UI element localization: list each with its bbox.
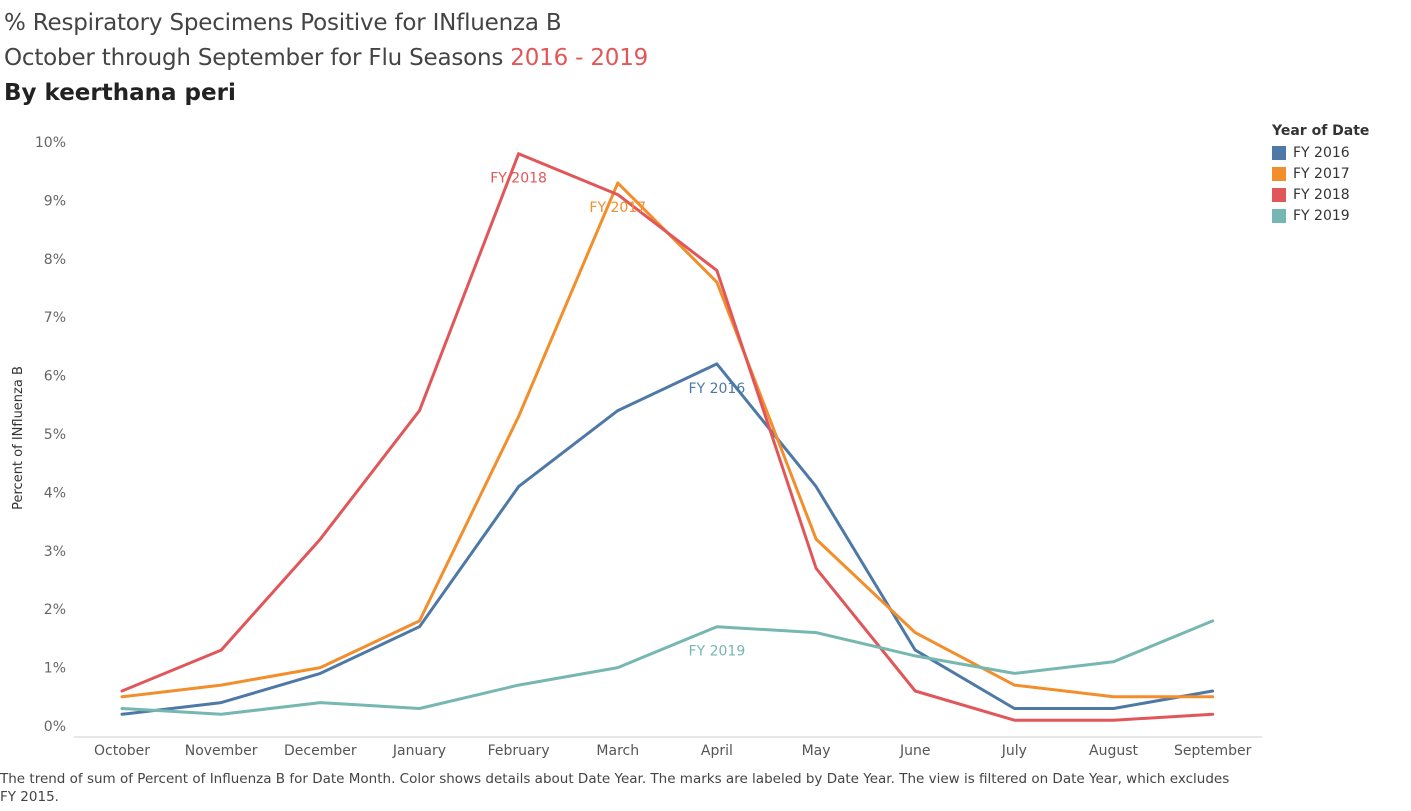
legend-label: FY 2017 xyxy=(1293,165,1350,182)
x-tick-label: February xyxy=(488,743,550,759)
legend-swatch xyxy=(1272,166,1286,181)
series-label-fy-2018: FY 2018 xyxy=(490,171,547,187)
series-label-fy-2017: FY 2017 xyxy=(589,200,646,216)
x-tick-label: September xyxy=(1174,743,1252,759)
x-tick-label: July xyxy=(1001,743,1027,759)
legend-label: FY 2016 xyxy=(1293,144,1350,161)
x-tick-label: November xyxy=(185,743,258,759)
subtitle-prefix: October through September for Flu Season… xyxy=(4,45,511,71)
y-tick-label: 8% xyxy=(44,252,66,268)
y-tick-label: 9% xyxy=(44,193,66,209)
y-tick-label: 5% xyxy=(44,427,66,443)
x-tick-label: October xyxy=(94,743,150,759)
chart-title: % Respiratory Specimens Positive for INf… xyxy=(4,10,562,36)
chart-subtitle: October through September for Flu Season… xyxy=(4,41,648,76)
legend-swatch xyxy=(1272,145,1286,160)
title-block: % Respiratory Specimens Positive for INf… xyxy=(4,6,648,111)
legend-item[interactable]: FY 2019 xyxy=(1272,205,1369,226)
y-tick-label: 10% xyxy=(35,135,66,151)
x-tick-label: May xyxy=(802,743,831,759)
legend: Year of Date FY 2016 FY 2017 FY 2018 FY 201… xyxy=(1272,123,1369,226)
legend-items: FY 2016 FY 2017 FY 2018 FY 2019 xyxy=(1272,142,1369,226)
x-tick-label: August xyxy=(1089,743,1139,759)
series-line-fy-2016 xyxy=(120,362,1215,716)
y-tick-label: 2% xyxy=(44,602,66,618)
line-chart: Percent of INfluenza B 0% 1% 2% 3% 4% 5% 6% 7% 8… xyxy=(11,135,1262,759)
y-tick-label: 1% xyxy=(44,661,66,677)
y-axis-ticks: 0% 1% 2% 3% 4% 5% 6% 7% 8% 9% 10% xyxy=(35,135,66,735)
x-tick-label: January xyxy=(392,743,446,759)
y-tick-label: 7% xyxy=(44,310,66,326)
y-tick-label: 0% xyxy=(44,719,66,735)
series-labels: FY 2016 FY 2017 FY 2018 FY 2019 xyxy=(490,171,745,660)
series-line-fy-2017 xyxy=(120,181,1215,699)
chart-caption: The trend of sum of Percent of Influenza… xyxy=(0,771,1230,805)
series-label-fy-2019: FY 2019 xyxy=(689,644,746,660)
series-label-fy-2016: FY 2016 xyxy=(689,381,746,397)
y-tick-label: 4% xyxy=(44,485,66,501)
subtitle-highlight: 2016 - 2019 xyxy=(510,45,649,71)
series-lines xyxy=(120,152,1215,722)
x-tick-label: April xyxy=(701,743,733,759)
legend-label: FY 2019 xyxy=(1293,207,1350,224)
x-axis-ticks: October November December January February Ma… xyxy=(94,743,1252,759)
series-line-fy-2018 xyxy=(120,152,1215,722)
y-axis-label: Percent of INfluenza B xyxy=(11,366,26,510)
legend-title: Year of Date xyxy=(1272,123,1370,139)
legend-swatch xyxy=(1272,208,1286,223)
legend-item[interactable]: FY 2017 xyxy=(1272,163,1369,184)
y-tick-label: 6% xyxy=(44,369,66,385)
x-tick-label: March xyxy=(596,743,639,759)
chart-author: By keerthana peri xyxy=(4,80,236,106)
y-tick-label: 3% xyxy=(44,544,66,560)
legend-item[interactable]: FY 2016 xyxy=(1272,142,1369,163)
x-tick-label: June xyxy=(899,743,931,759)
x-tick-label: December xyxy=(284,743,357,759)
legend-swatch xyxy=(1272,187,1286,202)
legend-item[interactable]: FY 2018 xyxy=(1272,184,1369,205)
series-line-fy-2019 xyxy=(120,619,1215,716)
legend-label: FY 2018 xyxy=(1293,186,1350,203)
